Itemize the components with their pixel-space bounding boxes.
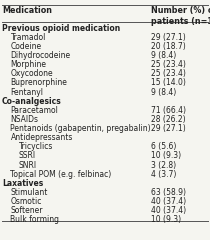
- Text: 63 (58.9): 63 (58.9): [151, 188, 186, 197]
- Text: 71 (66.4): 71 (66.4): [151, 106, 186, 115]
- Text: Oxycodone: Oxycodone: [10, 69, 53, 78]
- Text: 29 (27.1): 29 (27.1): [151, 124, 186, 133]
- Text: 9 (8.4): 9 (8.4): [151, 51, 176, 60]
- Text: SNRI: SNRI: [19, 161, 37, 169]
- Text: 28 (26.2): 28 (26.2): [151, 115, 186, 124]
- Text: 10 (9.3): 10 (9.3): [151, 151, 181, 160]
- Text: Buprenorphine: Buprenorphine: [10, 78, 67, 87]
- Text: 25 (23.4): 25 (23.4): [151, 69, 186, 78]
- Text: 40 (37.4): 40 (37.4): [151, 197, 186, 206]
- Text: Laxatives: Laxatives: [2, 179, 43, 188]
- Text: 10 (9.3): 10 (9.3): [151, 215, 181, 224]
- Text: 20 (18.7): 20 (18.7): [151, 42, 186, 51]
- Text: Topical POM (e.g. felbinac): Topical POM (e.g. felbinac): [10, 170, 112, 179]
- Text: 6 (5.6): 6 (5.6): [151, 142, 177, 151]
- Text: NSAIDs: NSAIDs: [10, 115, 38, 124]
- Text: Medication: Medication: [2, 6, 52, 15]
- Text: Dihydrocodeine: Dihydrocodeine: [10, 51, 71, 60]
- Text: Morphine: Morphine: [10, 60, 46, 69]
- Text: Paracetamol: Paracetamol: [10, 106, 58, 115]
- Text: 40 (37.4): 40 (37.4): [151, 206, 186, 215]
- Text: 25 (23.4): 25 (23.4): [151, 60, 186, 69]
- Text: 3 (2.8): 3 (2.8): [151, 161, 176, 169]
- Text: Pentanoids (gabapentin, pregabalin): Pentanoids (gabapentin, pregabalin): [10, 124, 151, 133]
- Text: Previous opioid medication: Previous opioid medication: [2, 24, 120, 33]
- Text: Fentanyl: Fentanyl: [10, 88, 43, 96]
- Text: Codeine: Codeine: [10, 42, 42, 51]
- Text: Stimulant: Stimulant: [10, 188, 48, 197]
- Text: Osmotic: Osmotic: [10, 197, 42, 206]
- Text: 9 (8.4): 9 (8.4): [151, 88, 176, 96]
- Text: Number (%) of
patients (n=107): Number (%) of patients (n=107): [151, 6, 210, 26]
- Text: SSRI: SSRI: [19, 151, 36, 160]
- Text: Antidepressants: Antidepressants: [10, 133, 73, 142]
- Text: 15 (14.0): 15 (14.0): [151, 78, 186, 87]
- Text: Co-analgesics: Co-analgesics: [2, 97, 62, 106]
- Text: Tricyclics: Tricyclics: [19, 142, 53, 151]
- Text: 29 (27.1): 29 (27.1): [151, 33, 186, 42]
- Text: Softener: Softener: [10, 206, 43, 215]
- Text: 4 (3.7): 4 (3.7): [151, 170, 177, 179]
- Text: Tramadol: Tramadol: [10, 33, 46, 42]
- Text: Bulk forming: Bulk forming: [10, 215, 59, 224]
